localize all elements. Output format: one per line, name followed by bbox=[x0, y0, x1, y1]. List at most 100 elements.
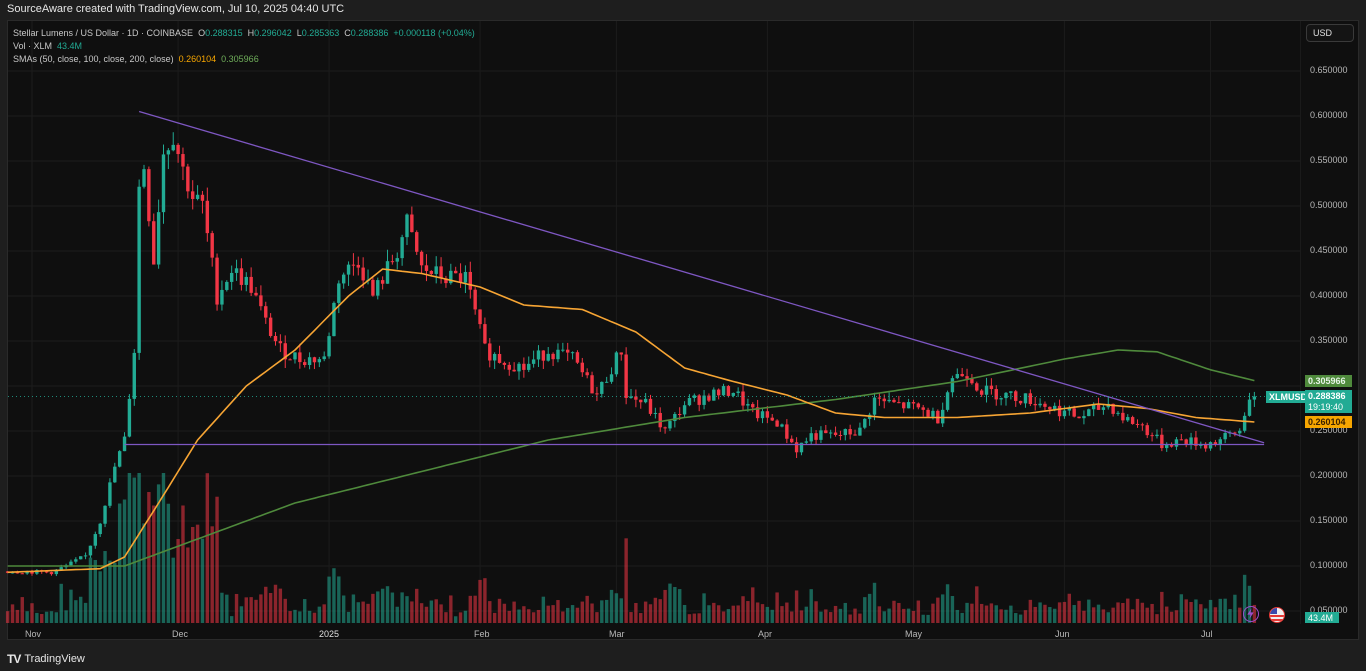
volume-bar bbox=[926, 614, 930, 623]
candle-body bbox=[1160, 434, 1164, 449]
volume-bar bbox=[1238, 607, 1242, 623]
volume-bar bbox=[453, 616, 458, 623]
candle-body bbox=[371, 279, 375, 296]
volume-bar bbox=[906, 608, 911, 623]
time-tick: 2025 bbox=[319, 629, 340, 639]
volume-bar bbox=[1082, 610, 1086, 623]
volume-bar bbox=[341, 595, 346, 623]
volume-bar bbox=[785, 602, 789, 623]
sma-label[interactable]: SMAs (50, close, 100, close, 200, close) bbox=[13, 54, 174, 64]
candle-body bbox=[1165, 444, 1169, 449]
volume-bar bbox=[458, 612, 463, 623]
volume-bar bbox=[366, 603, 370, 623]
candle-body bbox=[186, 166, 190, 192]
volume-bar bbox=[590, 603, 594, 623]
candle-body bbox=[960, 374, 964, 377]
candle-body bbox=[970, 378, 974, 384]
candle-body bbox=[702, 395, 706, 405]
candle-body bbox=[278, 341, 283, 344]
volume-bar bbox=[1048, 607, 1052, 623]
candle-body bbox=[1121, 412, 1125, 421]
candle-body bbox=[361, 267, 365, 281]
candle-body bbox=[108, 482, 112, 506]
volume-bar bbox=[882, 611, 886, 623]
candle-body bbox=[872, 397, 877, 415]
candle-body bbox=[1252, 396, 1257, 400]
candle-body bbox=[755, 407, 760, 419]
volume-bar bbox=[205, 473, 210, 623]
lightning-alert-icon[interactable] bbox=[1243, 606, 1259, 622]
candle-body bbox=[648, 398, 653, 414]
volume-bar bbox=[249, 597, 253, 623]
candle-body bbox=[882, 398, 886, 402]
volume-bar bbox=[88, 557, 93, 623]
volume-bar bbox=[59, 583, 63, 623]
candle-body bbox=[1169, 444, 1174, 447]
volume-bar bbox=[1218, 598, 1222, 623]
time-tick: Dec bbox=[172, 629, 189, 639]
candle-body bbox=[721, 386, 726, 396]
candle-body bbox=[604, 381, 609, 383]
candle-body bbox=[897, 402, 901, 404]
candle-body bbox=[400, 237, 404, 259]
candle-body bbox=[1053, 405, 1057, 410]
candle-body bbox=[741, 391, 745, 406]
candle-body bbox=[1057, 405, 1062, 417]
candle-body bbox=[531, 359, 536, 364]
candle-body bbox=[74, 559, 78, 562]
time-tick: Jun bbox=[1055, 629, 1070, 639]
candle-body bbox=[249, 276, 253, 293]
volume-bar bbox=[595, 612, 599, 623]
candle-body bbox=[989, 385, 994, 390]
volume-label[interactable]: Vol · XLM bbox=[13, 41, 53, 51]
volume-bar bbox=[863, 597, 867, 623]
candle-body bbox=[1130, 417, 1135, 424]
candle-body bbox=[1135, 423, 1140, 425]
candle-body bbox=[833, 432, 838, 435]
volume-bar bbox=[541, 596, 546, 623]
candle-body bbox=[1087, 409, 1091, 417]
price-tick: 0.200000 bbox=[1310, 470, 1348, 480]
volume-bar bbox=[673, 587, 677, 623]
candle-body bbox=[132, 352, 136, 399]
us-flag-icon[interactable] bbox=[1269, 607, 1285, 623]
volume-bar bbox=[93, 559, 98, 623]
candle-body bbox=[497, 353, 502, 363]
candle-body bbox=[220, 289, 224, 305]
volume-bar bbox=[531, 612, 536, 623]
volume-bar bbox=[775, 592, 779, 623]
candle-body bbox=[1111, 403, 1115, 414]
volume-bar bbox=[288, 611, 292, 623]
volume-bar bbox=[1091, 607, 1096, 623]
volume-bar bbox=[415, 588, 419, 623]
candle-body bbox=[171, 144, 175, 151]
candle-body bbox=[356, 264, 360, 268]
volume-bar bbox=[1135, 598, 1140, 623]
volume-bar bbox=[434, 599, 438, 623]
candle-body bbox=[736, 391, 740, 393]
volume-bar bbox=[682, 604, 687, 623]
volume-bar bbox=[794, 590, 799, 623]
candle-body bbox=[15, 572, 20, 574]
volume-bar bbox=[15, 609, 20, 623]
volume-bar bbox=[1150, 603, 1154, 623]
price-tick: 0.650000 bbox=[1310, 65, 1348, 75]
volume-value: 43.4M bbox=[57, 41, 83, 51]
volume-bar bbox=[317, 606, 322, 623]
volume-bar bbox=[1062, 601, 1067, 623]
candle-body bbox=[911, 402, 916, 404]
currency-button[interactable]: USD bbox=[1306, 24, 1354, 42]
candle-body bbox=[415, 232, 419, 252]
candle-body bbox=[1077, 416, 1081, 419]
symbol-title[interactable]: Stellar Lumens / US Dollar · 1D · COINBA… bbox=[13, 28, 194, 38]
candle-body bbox=[113, 466, 117, 483]
candle-body bbox=[458, 273, 463, 283]
volume-bar bbox=[858, 613, 862, 623]
legend-symbol-row: Stellar Lumens / US Dollar · 1D · COINBA… bbox=[13, 28, 475, 38]
candle-body bbox=[546, 353, 550, 361]
candle-body bbox=[595, 393, 599, 395]
candle-body bbox=[79, 556, 83, 560]
chart-frame[interactable] bbox=[7, 20, 1359, 640]
candle-body bbox=[1043, 403, 1047, 407]
